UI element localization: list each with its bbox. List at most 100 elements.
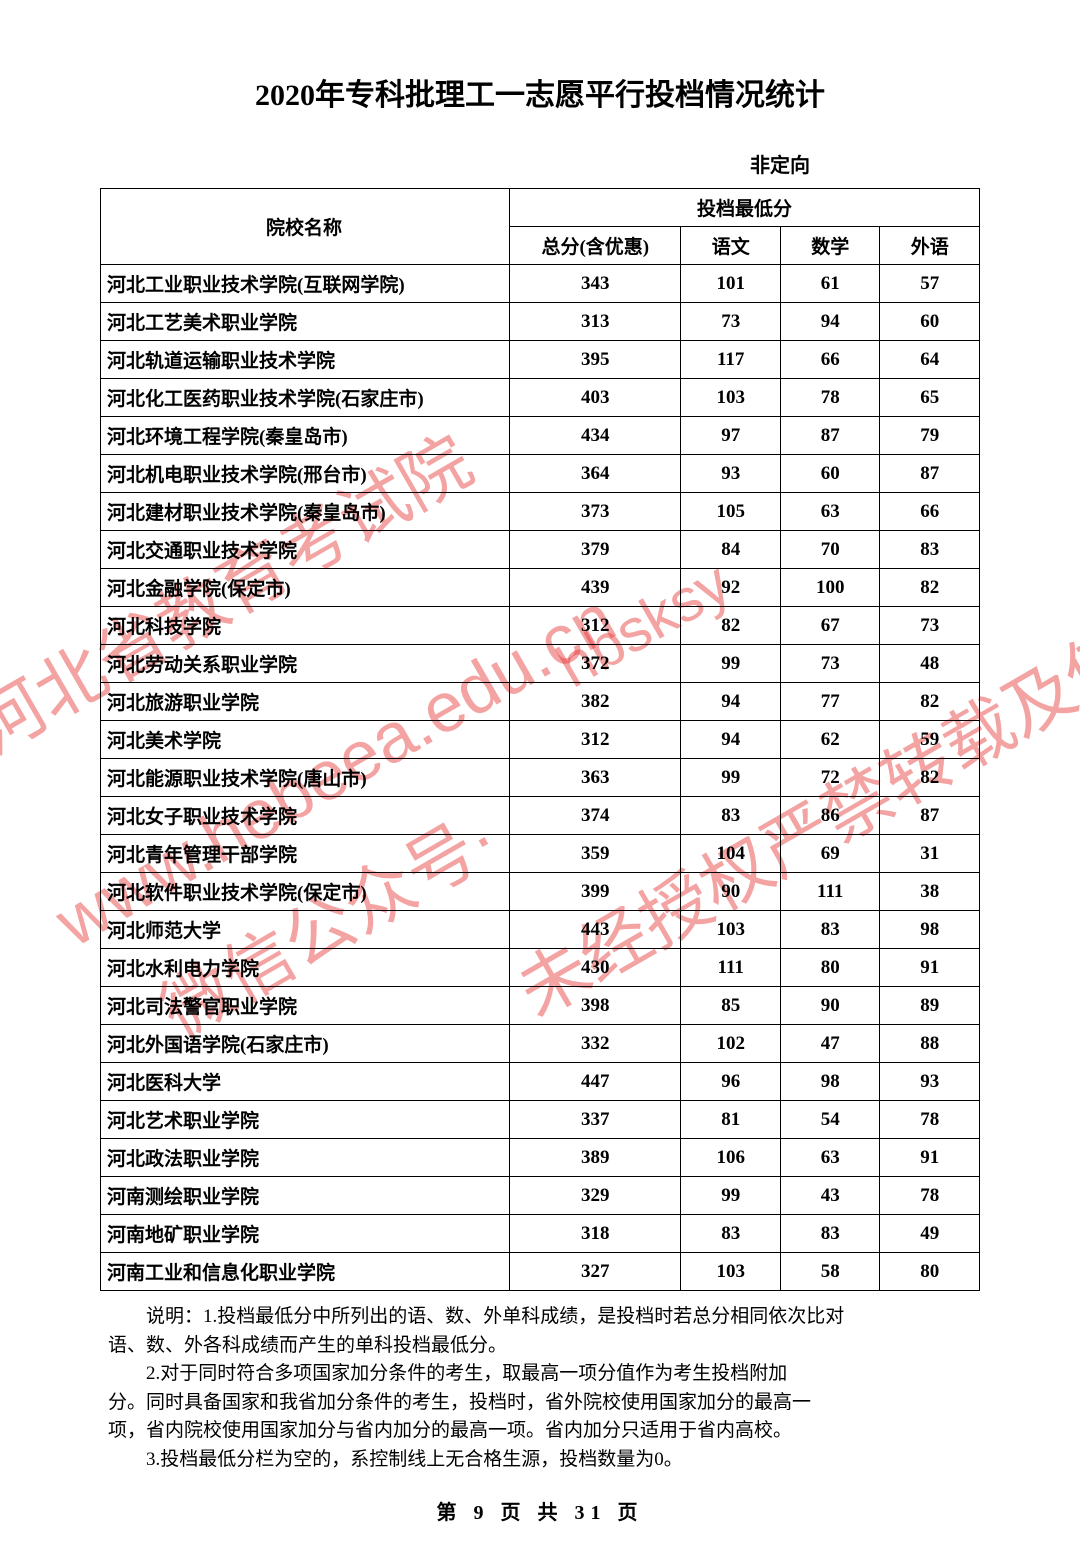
cell-name: 河北软件职业技术学院(保定市) (101, 873, 510, 911)
cell-total: 312 (510, 721, 681, 759)
cell-math: 60 (780, 455, 880, 493)
pager: 第 9 页 共 31 页 (100, 1496, 980, 1525)
table-body: 河北工业职业技术学院(互联网学院)3431016157河北工艺美术职业学院313… (101, 265, 980, 1291)
cell-math: 80 (780, 949, 880, 987)
header-name: 院校名称 (101, 189, 510, 265)
page-container: 2020年专科批理工一志愿平行投档情况统计 非定向 院校名称 投档最低分 总分(… (0, 0, 1080, 1565)
cell-name: 河北政法职业学院 (101, 1139, 510, 1177)
cell-total: 374 (510, 797, 681, 835)
table-row: 河北化工医药职业技术学院(石家庄市)4031037865 (101, 379, 980, 417)
table-row: 河北软件职业技术学院(保定市)3999011138 (101, 873, 980, 911)
table-row: 河北青年管理干部学院3591046931 (101, 835, 980, 873)
cell-math: 100 (780, 569, 880, 607)
cell-foreign: 91 (880, 1139, 980, 1177)
cell-chinese: 81 (681, 1101, 781, 1139)
cell-math: 83 (780, 911, 880, 949)
cell-total: 399 (510, 873, 681, 911)
cell-name: 河北工业职业技术学院(互联网学院) (101, 265, 510, 303)
cell-chinese: 99 (681, 645, 781, 683)
cell-chinese: 104 (681, 835, 781, 873)
cell-chinese: 105 (681, 493, 781, 531)
cell-math: 43 (780, 1177, 880, 1215)
cell-foreign: 87 (880, 455, 980, 493)
cell-foreign: 79 (880, 417, 980, 455)
cell-total: 332 (510, 1025, 681, 1063)
table-row: 河北司法警官职业学院398859089 (101, 987, 980, 1025)
cell-name: 河南地矿职业学院 (101, 1215, 510, 1253)
cell-total: 443 (510, 911, 681, 949)
cell-chinese: 117 (681, 341, 781, 379)
note-line: 2.对于同时符合多项国家加分条件的考生，取最高一项分值作为考生投档附加 (108, 1360, 972, 1389)
cell-chinese: 73 (681, 303, 781, 341)
cell-math: 77 (780, 683, 880, 721)
cell-foreign: 65 (880, 379, 980, 417)
cell-foreign: 66 (880, 493, 980, 531)
cell-foreign: 78 (880, 1101, 980, 1139)
cell-math: 72 (780, 759, 880, 797)
table-row: 河北工业职业技术学院(互联网学院)3431016157 (101, 265, 980, 303)
cell-total: 329 (510, 1177, 681, 1215)
table-row: 河北政法职业学院3891066391 (101, 1139, 980, 1177)
cell-math: 47 (780, 1025, 880, 1063)
cell-total: 373 (510, 493, 681, 531)
cell-chinese: 106 (681, 1139, 781, 1177)
cell-chinese: 84 (681, 531, 781, 569)
cell-chinese: 94 (681, 683, 781, 721)
cell-name: 河北环境工程学院(秦皇岛市) (101, 417, 510, 455)
table-row: 河北水利电力学院4301118091 (101, 949, 980, 987)
cell-total: 398 (510, 987, 681, 1025)
cell-math: 83 (780, 1215, 880, 1253)
score-table: 院校名称 投档最低分 总分(含优惠) 语文 数学 外语 河北工业职业技术学院(互… (100, 188, 980, 1291)
cell-name: 河北师范大学 (101, 911, 510, 949)
cell-math: 111 (780, 873, 880, 911)
cell-chinese: 99 (681, 759, 781, 797)
table-row: 河北机电职业技术学院(邢台市)364936087 (101, 455, 980, 493)
cell-name: 河北艺术职业学院 (101, 1101, 510, 1139)
table-row: 河北劳动关系职业学院372997348 (101, 645, 980, 683)
cell-math: 69 (780, 835, 880, 873)
subtitle: 非定向 (100, 149, 980, 178)
cell-chinese: 103 (681, 379, 781, 417)
cell-math: 70 (780, 531, 880, 569)
table-row: 河南地矿职业学院318838349 (101, 1215, 980, 1253)
cell-chinese: 111 (681, 949, 781, 987)
cell-name: 河北金融学院(保定市) (101, 569, 510, 607)
cell-name: 河北交通职业技术学院 (101, 531, 510, 569)
cell-total: 337 (510, 1101, 681, 1139)
header-chinese: 语文 (681, 227, 781, 265)
cell-name: 河北司法警官职业学院 (101, 987, 510, 1025)
cell-math: 90 (780, 987, 880, 1025)
table-row: 河北交通职业技术学院379847083 (101, 531, 980, 569)
cell-total: 364 (510, 455, 681, 493)
table-row: 河北轨道运输职业技术学院3951176664 (101, 341, 980, 379)
cell-chinese: 93 (681, 455, 781, 493)
table-row: 河北能源职业技术学院(唐山市)363997282 (101, 759, 980, 797)
cell-total: 372 (510, 645, 681, 683)
table-row: 河北旅游职业学院382947782 (101, 683, 980, 721)
note-line: 语、数、外各科成绩而产生的单科投档最低分。 (108, 1332, 972, 1361)
cell-total: 327 (510, 1253, 681, 1291)
cell-total: 379 (510, 531, 681, 569)
cell-foreign: 59 (880, 721, 980, 759)
header-score-group: 投档最低分 (510, 189, 980, 227)
cell-total: 313 (510, 303, 681, 341)
cell-total: 434 (510, 417, 681, 455)
note-line: 分。同时具备国家和我省加分条件的考生，投档时，省外院校使用国家加分的最高一 (108, 1389, 972, 1418)
table-row: 河北女子职业技术学院374838687 (101, 797, 980, 835)
cell-math: 67 (780, 607, 880, 645)
cell-total: 359 (510, 835, 681, 873)
cell-chinese: 97 (681, 417, 781, 455)
cell-name: 河南工业和信息化职业学院 (101, 1253, 510, 1291)
table-row: 河北师范大学4431038398 (101, 911, 980, 949)
header-total: 总分(含优惠) (510, 227, 681, 265)
cell-name: 河北工艺美术职业学院 (101, 303, 510, 341)
cell-total: 430 (510, 949, 681, 987)
table-row: 河南工业和信息化职业学院3271035880 (101, 1253, 980, 1291)
table-row: 河北建材职业技术学院(秦皇岛市)3731056366 (101, 493, 980, 531)
header-foreign: 外语 (880, 227, 980, 265)
table-row: 河北医科大学447969893 (101, 1063, 980, 1101)
cell-chinese: 99 (681, 1177, 781, 1215)
cell-foreign: 31 (880, 835, 980, 873)
cell-math: 94 (780, 303, 880, 341)
cell-name: 河北青年管理干部学院 (101, 835, 510, 873)
